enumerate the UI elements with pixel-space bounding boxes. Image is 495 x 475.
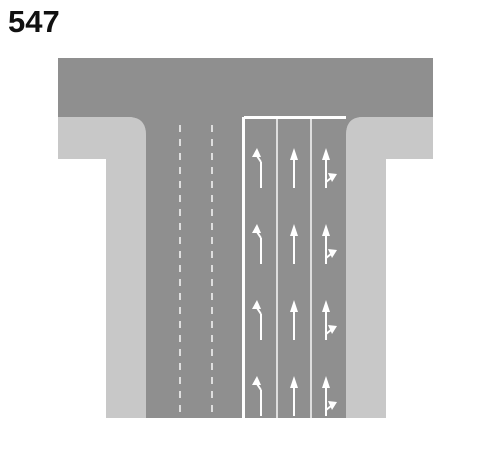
sidewalk-right — [346, 117, 433, 418]
diagram-number: 547 — [8, 4, 60, 39]
sidewalk-left — [58, 117, 146, 418]
vertical-road — [128, 117, 363, 418]
horizontal-road — [58, 58, 433, 117]
